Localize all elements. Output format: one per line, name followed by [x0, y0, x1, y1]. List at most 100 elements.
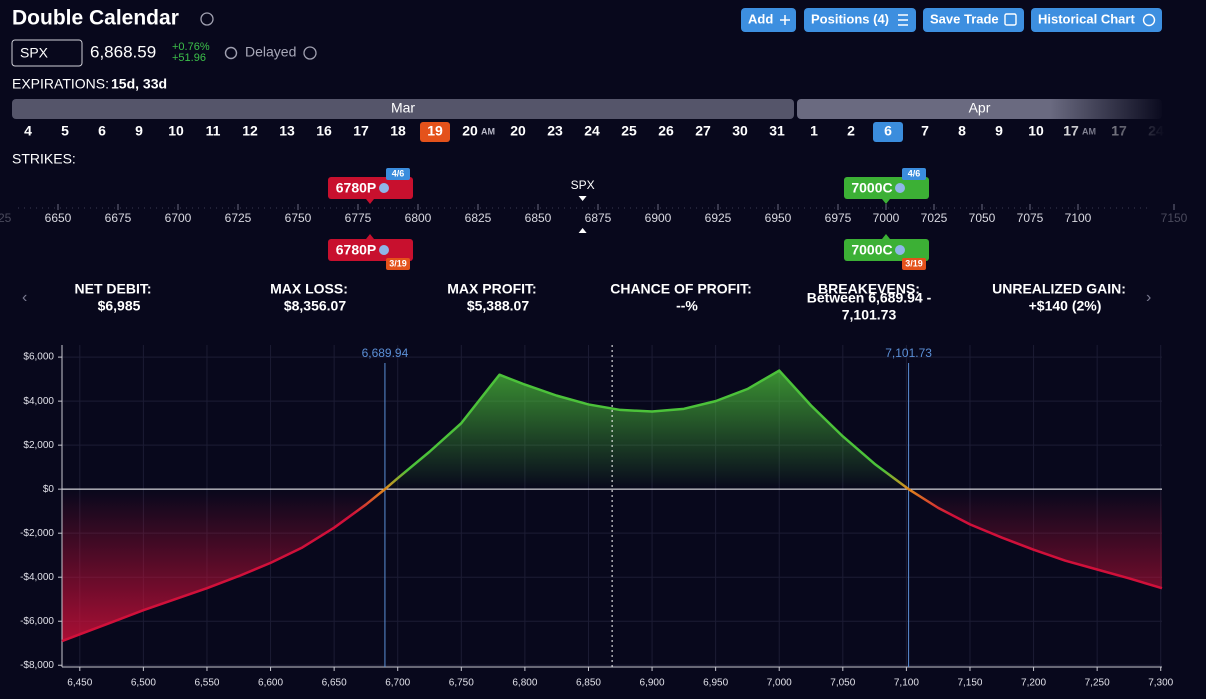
strike-label: 6800 — [405, 211, 432, 225]
positions-button[interactable] — [804, 8, 916, 32]
y-tick-label: $6,000 — [23, 352, 54, 363]
x-tick-label: 6,700 — [385, 678, 410, 689]
day[interactable]: 19 — [427, 123, 443, 139]
expiry-tag — [902, 258, 926, 270]
x-tick-label: 7,250 — [1085, 678, 1110, 689]
strike-label: 7075 — [1017, 211, 1044, 225]
day[interactable]: 12 — [242, 123, 258, 139]
leg-pointer — [882, 199, 890, 204]
leg-icon — [379, 245, 389, 255]
day[interactable]: 10 — [168, 123, 184, 139]
pl-chart: -$8,000 -$6,000 -$4,000 -$2,000 $0 $2,000 $4,0… — [20, 345, 1174, 689]
prev-arrow[interactable]: ‹ — [22, 289, 27, 306]
day[interactable]: 16 — [316, 123, 332, 139]
day[interactable]: 24 — [584, 123, 600, 139]
y-tick-label: -$2,000 — [20, 528, 54, 539]
expirations-label: EXPIRATIONS: — [12, 76, 109, 92]
day[interactable]: 20 — [510, 123, 526, 139]
selected-day[interactable] — [420, 122, 450, 142]
strike-label: 6725 — [225, 211, 252, 225]
day[interactable]: 2 — [847, 123, 855, 139]
strike-label: 7150 — [1161, 211, 1188, 225]
strike-label: 6675 — [105, 211, 132, 225]
day[interactable]: 8 — [958, 123, 966, 139]
breakeven-label: 6,689.94 — [362, 346, 409, 360]
expiry-tag-label: 3/19 — [905, 258, 923, 268]
day[interactable]: 13 — [279, 123, 295, 139]
day[interactable]: 26 — [658, 123, 674, 139]
stat-value: +$140 (2%) — [1029, 298, 1102, 314]
y-tick-label: -$8,000 — [20, 660, 54, 671]
day[interactable]: 7 — [921, 123, 929, 139]
day[interactable]: 1 — [810, 123, 818, 139]
y-tick-label: $2,000 — [23, 440, 54, 451]
day[interactable]: 18 — [390, 123, 406, 139]
day[interactable]: 10 — [1028, 123, 1044, 139]
leg-badge[interactable] — [844, 239, 929, 261]
leg-label: 6780P — [336, 242, 376, 258]
day[interactable]: 11 — [206, 123, 221, 139]
button-label[interactable]: Positions (4) — [811, 11, 889, 26]
save-button[interactable] — [923, 8, 1024, 32]
add-button[interactable] — [741, 8, 796, 32]
leg-badge[interactable] — [844, 177, 929, 199]
button-label[interactable]: Historical Chart — [1038, 11, 1135, 26]
x-tick-label: 6,950 — [703, 678, 728, 689]
y-tick-label: $4,000 — [23, 396, 54, 407]
day[interactable]: 4 — [24, 123, 32, 139]
stat-label: UNREALIZED GAIN: — [992, 281, 1126, 297]
strike-label: 6750 — [285, 211, 312, 225]
leg-pointer — [366, 234, 374, 239]
leg-label: 7000C — [851, 180, 892, 196]
selected-day[interactable] — [873, 122, 903, 142]
button-label[interactable]: Add — [748, 11, 773, 26]
leg-badge[interactable] — [328, 239, 413, 261]
strike-ruler: 6625 6650 6675 6700 6725 6750 6775 6800 6825 6850… — [0, 168, 1188, 270]
expiry-tag — [386, 168, 410, 180]
strike-label: 6975 — [825, 211, 852, 225]
day[interactable]: 23 — [547, 123, 563, 139]
expirations-value: 15d, 33d — [111, 76, 167, 92]
x-tick-label: 6,500 — [131, 678, 156, 689]
leg-pointer — [882, 234, 890, 239]
x-tick-label: 6,750 — [449, 678, 474, 689]
leg-icon — [895, 183, 905, 193]
leg-badge[interactable] — [328, 177, 413, 199]
historical-button[interactable] — [1031, 8, 1162, 32]
day[interactable]: 31 — [769, 123, 785, 139]
refresh-icon[interactable] — [224, 46, 238, 60]
month-label: Mar — [391, 100, 415, 116]
help-icon[interactable] — [303, 46, 317, 60]
pl-area — [62, 370, 1162, 642]
day[interactable]: 30 — [732, 123, 748, 139]
day[interactable]: 6 — [884, 123, 892, 139]
status: Delayed — [245, 44, 296, 60]
day[interactable]: 17 — [353, 123, 369, 139]
button-label[interactable]: Save Trade — [930, 11, 999, 26]
next-arrow[interactable]: › — [1146, 289, 1151, 306]
stats: NET DEBIT:$6,985 MAX LOSS:$8,356.07 MAX PR… — [75, 281, 1126, 323]
x-tick-label: 7,150 — [957, 678, 982, 689]
x-tick-label: 6,550 — [194, 678, 219, 689]
x-tick-label: 6,900 — [640, 678, 665, 689]
price: 6,868.59 — [90, 42, 156, 61]
strike-label: 6650 — [45, 211, 72, 225]
strike-label: 7100 — [1065, 211, 1092, 225]
y-tick-label: -$6,000 — [20, 616, 54, 627]
day[interactable]: 25 — [621, 123, 637, 139]
day[interactable]: 20 — [462, 123, 478, 139]
day[interactable]: 5 — [61, 123, 69, 139]
month-label: Apr — [969, 100, 991, 116]
symbol[interactable]: SPX — [20, 45, 49, 61]
x-tick-label: 6,850 — [576, 678, 601, 689]
strike-label: 7050 — [969, 211, 996, 225]
day[interactable]: 27 — [695, 123, 711, 139]
day[interactable]: 6 — [98, 123, 106, 139]
day[interactable]: 9 — [995, 123, 1003, 139]
y-tick-label: $0 — [43, 484, 55, 495]
symbol-input[interactable] — [11, 39, 83, 67]
help-icon[interactable] — [200, 12, 214, 26]
day[interactable]: 9 — [135, 123, 143, 139]
